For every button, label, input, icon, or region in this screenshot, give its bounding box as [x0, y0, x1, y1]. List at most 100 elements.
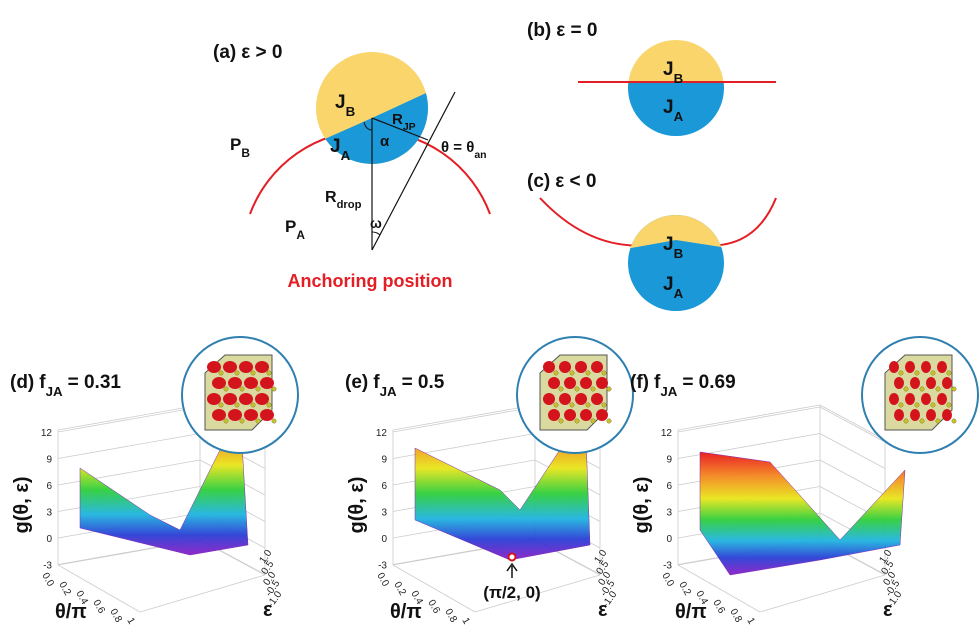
bead	[915, 371, 919, 375]
domain	[255, 361, 269, 373]
domain	[921, 393, 931, 405]
text-part: = 0.69	[682, 372, 735, 393]
bead	[904, 419, 908, 423]
bead	[920, 387, 924, 391]
plot-title: (f)fJA= 0.69	[630, 372, 736, 399]
grid-line	[678, 434, 820, 459]
grid-line	[678, 407, 820, 432]
domain	[889, 361, 899, 373]
domain	[543, 393, 555, 405]
grid-line	[393, 407, 535, 432]
box-edge	[678, 405, 820, 430]
text-part: JA	[660, 384, 677, 399]
bead	[952, 387, 956, 391]
domain	[596, 409, 608, 421]
x-tick-label: 0.0	[374, 571, 391, 589]
z-tick-label: 6	[46, 481, 52, 492]
x-tick-label: 0.2	[676, 580, 693, 598]
x-tick-label: 1.0	[124, 616, 141, 625]
z-tick-label: -3	[378, 561, 387, 572]
x-tick-label: 0.6	[425, 598, 442, 616]
domain	[244, 409, 258, 421]
radius-drop: Rdrop	[325, 189, 362, 211]
bead	[272, 419, 276, 423]
z-tick-label: 6	[666, 481, 672, 492]
text-part: ω	[370, 215, 382, 231]
text-part: P	[230, 135, 241, 154]
z-tick-label: 3	[46, 508, 52, 519]
bead	[607, 387, 611, 391]
box-edge	[760, 575, 885, 612]
text-part: (f)	[630, 372, 649, 393]
x-tick-label: 0.0	[39, 571, 56, 589]
bead	[235, 371, 239, 375]
z-tick-label: 0	[381, 534, 387, 545]
bead	[899, 371, 903, 375]
bead	[904, 387, 908, 391]
box-edge	[140, 575, 265, 612]
text-part: (c)	[527, 171, 550, 192]
figure: 129630-30.00.20.40.60.81.0-1.0-0.50.00.5…	[0, 0, 980, 625]
domain	[894, 377, 904, 389]
panel-label: (a)ε > 0	[213, 42, 282, 63]
x-axis-label: θ/π	[390, 601, 422, 623]
text-part: J	[663, 234, 674, 255]
grid-line	[820, 460, 885, 495]
text-part: (e)	[345, 372, 368, 393]
domain	[596, 377, 608, 389]
text-part: J	[663, 274, 674, 295]
x-tick-label: 0.8	[107, 607, 124, 625]
grid-line	[820, 434, 885, 469]
text-part: drop	[337, 199, 362, 211]
text-part: J	[330, 136, 341, 157]
domain	[255, 393, 269, 405]
domain	[207, 361, 221, 373]
angle-omega: ω	[370, 215, 382, 231]
domain	[239, 393, 253, 405]
text-part: ε < 0	[555, 171, 596, 192]
morphology-inset	[862, 337, 978, 453]
bead	[602, 403, 606, 407]
domain	[575, 393, 587, 405]
domain	[942, 377, 952, 389]
z-tick-label: 12	[376, 428, 388, 439]
z-tick-label: 9	[381, 455, 387, 466]
annotation-label: (π/2, 0)	[483, 583, 540, 602]
text-part: R	[325, 189, 337, 206]
z-tick-label: 9	[46, 455, 52, 466]
domain	[575, 361, 587, 373]
domain	[260, 409, 274, 421]
x-tick-label: 0.6	[90, 598, 107, 616]
text-part: A	[674, 109, 684, 124]
bead	[931, 403, 935, 407]
domain	[260, 377, 274, 389]
domain	[910, 409, 920, 421]
text-part: B	[346, 104, 356, 119]
bead	[936, 387, 940, 391]
text-part: JP	[403, 121, 416, 133]
bead	[591, 419, 595, 423]
x-tick-label: 1.0	[459, 616, 476, 625]
bead	[586, 371, 590, 375]
z-tick-label: -3	[43, 561, 52, 572]
text-part: JA	[46, 384, 63, 399]
bead	[936, 419, 940, 423]
bead	[915, 403, 919, 407]
bead	[570, 371, 574, 375]
z-tick-label: 12	[661, 428, 673, 439]
text-part: R	[392, 111, 403, 128]
text-part: A	[341, 148, 351, 163]
domain	[559, 393, 571, 405]
bead	[586, 403, 590, 407]
domain	[926, 409, 936, 421]
domain	[580, 409, 592, 421]
domain	[559, 361, 571, 373]
domain	[937, 361, 947, 373]
z-tick-label: 12	[41, 428, 53, 439]
text-part: (d)	[10, 372, 34, 393]
bead	[251, 403, 255, 407]
bead	[256, 387, 260, 391]
bead	[931, 371, 935, 375]
domain	[223, 393, 237, 405]
x-axis-label: θ/π	[55, 601, 87, 623]
